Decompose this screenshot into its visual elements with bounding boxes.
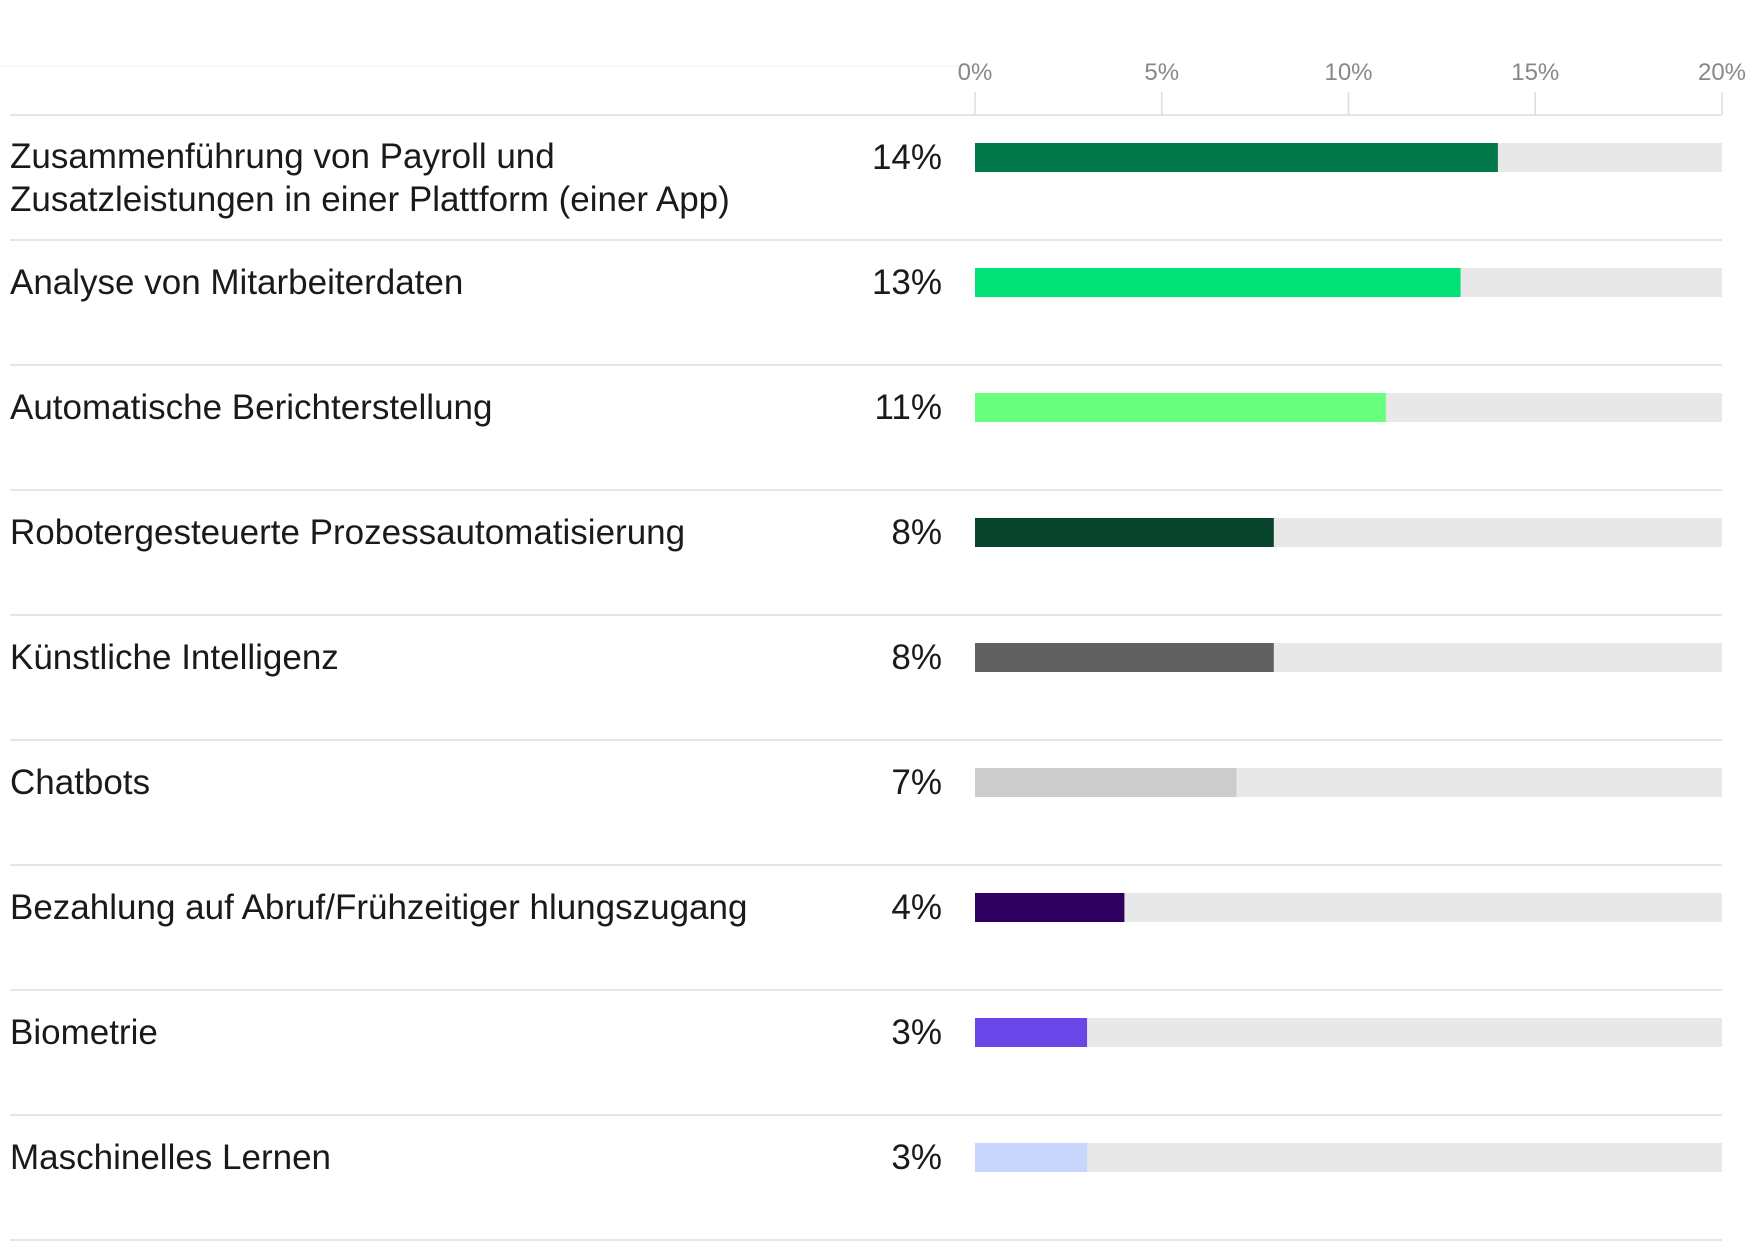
x-tick-label: 0% <box>958 59 993 86</box>
bar <box>975 518 1274 547</box>
x-tick-label: 20% <box>1698 59 1746 86</box>
value-label: 7% <box>891 763 942 802</box>
bar <box>975 893 1125 922</box>
bar-row: Automatische Berichterstellung 11% <box>10 388 1722 491</box>
value-label: 8% <box>891 513 942 552</box>
bar <box>975 143 1498 172</box>
category-label: Robotergesteuerte Prozessautomatisierung <box>10 513 685 552</box>
value-label: 4% <box>891 888 942 927</box>
category-label: Bezahlung auf Abruf/Frühzeitiger hlungsz… <box>10 888 747 927</box>
bar-row: Chatbots 7% <box>10 763 1722 866</box>
bar-row: Biometrie 3% <box>10 1013 1722 1116</box>
bar <box>975 643 1274 672</box>
bar <box>975 1018 1088 1047</box>
value-label: 3% <box>891 1138 942 1177</box>
grid-layer <box>0 65 1723 116</box>
category-label: Analyse von Mitarbeiterdaten <box>10 263 463 302</box>
bar-row: Bezahlung auf Abruf/Frühzeitiger hlungsz… <box>10 888 1722 991</box>
x-tick-label: 5% <box>1144 59 1179 86</box>
category-label: Chatbots <box>10 763 150 802</box>
value-label: 8% <box>891 638 942 677</box>
bar <box>975 1143 1088 1172</box>
bar-track <box>975 1018 1722 1047</box>
value-label: 14% <box>872 138 942 177</box>
category-label: Biometrie <box>10 1013 158 1052</box>
bar-rows: Zusammenführung von Payroll und Zusatzlei… <box>10 137 1722 1241</box>
bar-row: Künstliche Intelligenz 8% <box>10 638 1722 741</box>
bar <box>975 768 1237 797</box>
bar-row: Maschinelles Lernen 3% <box>10 1138 1722 1241</box>
x-tick-label: 10% <box>1324 59 1372 86</box>
bar <box>975 268 1461 297</box>
x-axis-ticks: 0% 5% 10% 15% 20% <box>958 59 1746 86</box>
value-label: 13% <box>872 263 942 302</box>
category-label: Künstliche Intelligenz <box>10 638 339 677</box>
category-label: Maschinelles Lernen <box>10 1138 331 1177</box>
bar-row: Robotergesteuerte Prozessautomatisierung… <box>10 513 1722 616</box>
bar-track <box>975 1143 1722 1172</box>
value-label: 11% <box>875 388 942 427</box>
bar-row: Analyse von Mitarbeiterdaten 13% <box>10 263 1722 366</box>
bar <box>975 393 1386 422</box>
category-label: Automatische Berichterstellung <box>10 388 492 427</box>
value-label: 3% <box>891 1013 942 1052</box>
category-label: Zusammenführung von Payroll und Zusatzlei… <box>10 137 730 219</box>
bar-row: Zusammenführung von Payroll und Zusatzlei… <box>10 137 1722 241</box>
x-tick-label: 15% <box>1511 59 1559 86</box>
